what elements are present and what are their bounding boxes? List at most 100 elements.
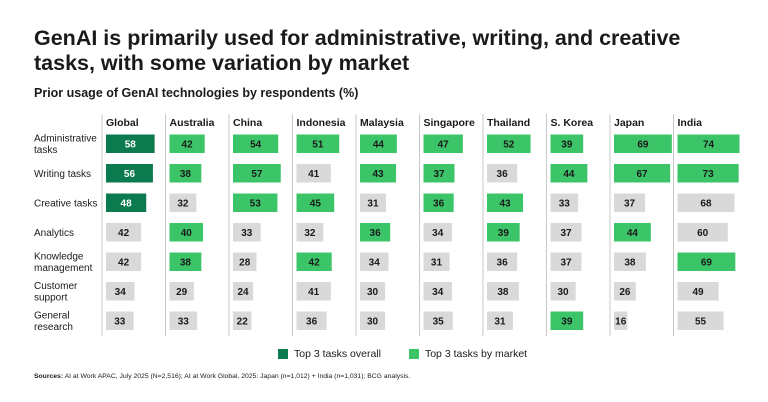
bar-grid-chart: Global Australia China Indonesia Malaysia Sin… bbox=[34, 114, 740, 336]
bar-customer-support-singapore bbox=[423, 282, 452, 301]
bar-creative-tasks-indonesia bbox=[296, 193, 335, 212]
bar-knowledge-management-malaysia bbox=[360, 252, 389, 271]
bar-value-label: 38 bbox=[180, 257, 192, 268]
bar-writing-tasks-s-korea bbox=[550, 164, 588, 183]
bar-customer-support-global bbox=[106, 282, 135, 301]
bar-value-label: 57 bbox=[251, 169, 263, 180]
bar-value-label: 30 bbox=[367, 287, 379, 298]
bar-general-research-australia bbox=[169, 311, 198, 330]
bar-value-label: 58 bbox=[125, 139, 137, 150]
bar-writing-tasks-malaysia bbox=[360, 164, 397, 183]
row-label-administrative-tasks: Administrative bbox=[34, 134, 97, 145]
bar-writing-tasks-global bbox=[106, 164, 153, 183]
column-header-malaysia: Malaysia bbox=[360, 117, 404, 129]
column-header-china: China bbox=[233, 117, 262, 129]
bar-administrative-tasks-japan bbox=[614, 134, 672, 153]
bar-analytics-s-korea bbox=[550, 223, 582, 242]
legend: Top 3 tasks overall Top 3 tasks by marke… bbox=[278, 348, 555, 360]
bar-value-label: 49 bbox=[692, 287, 704, 298]
bar-value-label: 29 bbox=[176, 287, 188, 298]
row-label-creative-tasks: Creative tasks bbox=[34, 198, 97, 209]
bar-value-label: 42 bbox=[118, 228, 130, 239]
bar-value-label: 35 bbox=[433, 316, 445, 327]
sources-note: Sources: AI at Work APAC, July 2025 (N=2… bbox=[34, 373, 410, 380]
bar-value-label: 39 bbox=[561, 316, 573, 327]
bar-analytics-india bbox=[677, 223, 728, 242]
bar-value-label: 31 bbox=[431, 257, 443, 268]
bar-general-research-china bbox=[233, 311, 252, 330]
bar-creative-tasks-china bbox=[233, 193, 278, 212]
row-label-general-research: General bbox=[34, 311, 70, 322]
bar-value-label: 69 bbox=[701, 257, 713, 268]
bar-value-label: 37 bbox=[560, 257, 572, 268]
bar-customer-support-china bbox=[233, 282, 254, 301]
bar-value-label: 38 bbox=[180, 169, 192, 180]
bar-creative-tasks-thailand bbox=[487, 193, 524, 212]
bar-value-label: 30 bbox=[367, 316, 379, 327]
bar-writing-tasks-china bbox=[233, 164, 281, 183]
bar-value-label: 56 bbox=[124, 169, 136, 180]
column-header-australia: Australia bbox=[170, 117, 215, 129]
bar-knowledge-management-india bbox=[677, 252, 736, 271]
bar-customer-support-malaysia bbox=[360, 282, 386, 301]
bar-value-label: 33 bbox=[241, 228, 253, 239]
bar-value-label: 42 bbox=[182, 139, 194, 150]
row-label-customer-support: Customer bbox=[34, 281, 78, 292]
bar-customer-support-thailand bbox=[487, 282, 519, 301]
chart-title: GenAI is primarily used for administrati… bbox=[34, 26, 681, 75]
bar-analytics-australia bbox=[169, 223, 204, 242]
bar-value-label: 36 bbox=[433, 198, 445, 209]
bar-value-label: 43 bbox=[499, 198, 511, 209]
column-header-thailand: Thailand bbox=[487, 117, 530, 129]
column-header-japan: Japan bbox=[614, 117, 644, 129]
row-label-knowledge-management: management bbox=[34, 263, 93, 274]
bar-knowledge-management-s-korea bbox=[550, 252, 582, 271]
legend-label-market: Top 3 tasks by market bbox=[424, 348, 528, 360]
bar-value-label: 54 bbox=[250, 139, 262, 150]
bar-value-label: 37 bbox=[560, 228, 572, 239]
bar-value-label: 53 bbox=[250, 198, 262, 209]
legend-label-overall: Top 3 tasks overall bbox=[294, 348, 381, 360]
bar-knowledge-management-thailand bbox=[487, 252, 518, 271]
column-header-singapore: Singapore bbox=[424, 117, 476, 129]
column-header-india: India bbox=[678, 117, 703, 129]
bar-value-label: 41 bbox=[308, 169, 320, 180]
bar-value-label: 74 bbox=[703, 139, 715, 150]
bar-value-label: 36 bbox=[497, 169, 509, 180]
bar-writing-tasks-japan bbox=[614, 164, 671, 183]
bar-analytics-global bbox=[106, 223, 142, 242]
bar-value-label: 39 bbox=[498, 228, 510, 239]
bar-general-research-indonesia bbox=[296, 311, 327, 330]
bar-writing-tasks-thailand bbox=[487, 164, 518, 183]
bar-value-label: 32 bbox=[177, 198, 189, 209]
bar-creative-tasks-japan bbox=[614, 193, 646, 212]
bar-value-label: 44 bbox=[563, 169, 575, 180]
legend-item-overall: Top 3 tasks overall bbox=[278, 348, 381, 360]
bar-analytics-thailand bbox=[487, 223, 520, 242]
bar-value-label: 68 bbox=[700, 198, 712, 209]
bar-value-label: 30 bbox=[558, 287, 570, 298]
bar-value-label: 60 bbox=[697, 228, 709, 239]
sources-label: Sources: bbox=[34, 373, 64, 380]
bar-value-label: 26 bbox=[619, 287, 631, 298]
bar-administrative-tasks-singapore bbox=[423, 134, 463, 153]
bar-value-label: 34 bbox=[115, 287, 127, 298]
bar-analytics-indonesia bbox=[296, 223, 324, 242]
bar-value-label: 34 bbox=[432, 287, 444, 298]
bar-value-label: 48 bbox=[121, 198, 133, 209]
column-header-indonesia: Indonesia bbox=[297, 117, 346, 129]
bar-value-label: 41 bbox=[308, 287, 320, 298]
bar-writing-tasks-australia bbox=[169, 164, 202, 183]
legend-swatch-overall bbox=[278, 349, 288, 359]
bar-value-label: 33 bbox=[559, 198, 571, 209]
bar-value-label: 33 bbox=[114, 316, 126, 327]
bar-administrative-tasks-india bbox=[677, 134, 740, 153]
bar-writing-tasks-singapore bbox=[423, 164, 455, 183]
row-label-knowledge-management: Knowledge bbox=[34, 252, 84, 263]
bar-general-research-india bbox=[677, 311, 724, 330]
bar-value-label: 44 bbox=[373, 139, 385, 150]
bar-general-research-global bbox=[106, 311, 134, 330]
bar-value-label: 32 bbox=[304, 228, 316, 239]
bar-value-label: 36 bbox=[370, 228, 382, 239]
bar-value-label: 31 bbox=[367, 198, 379, 209]
